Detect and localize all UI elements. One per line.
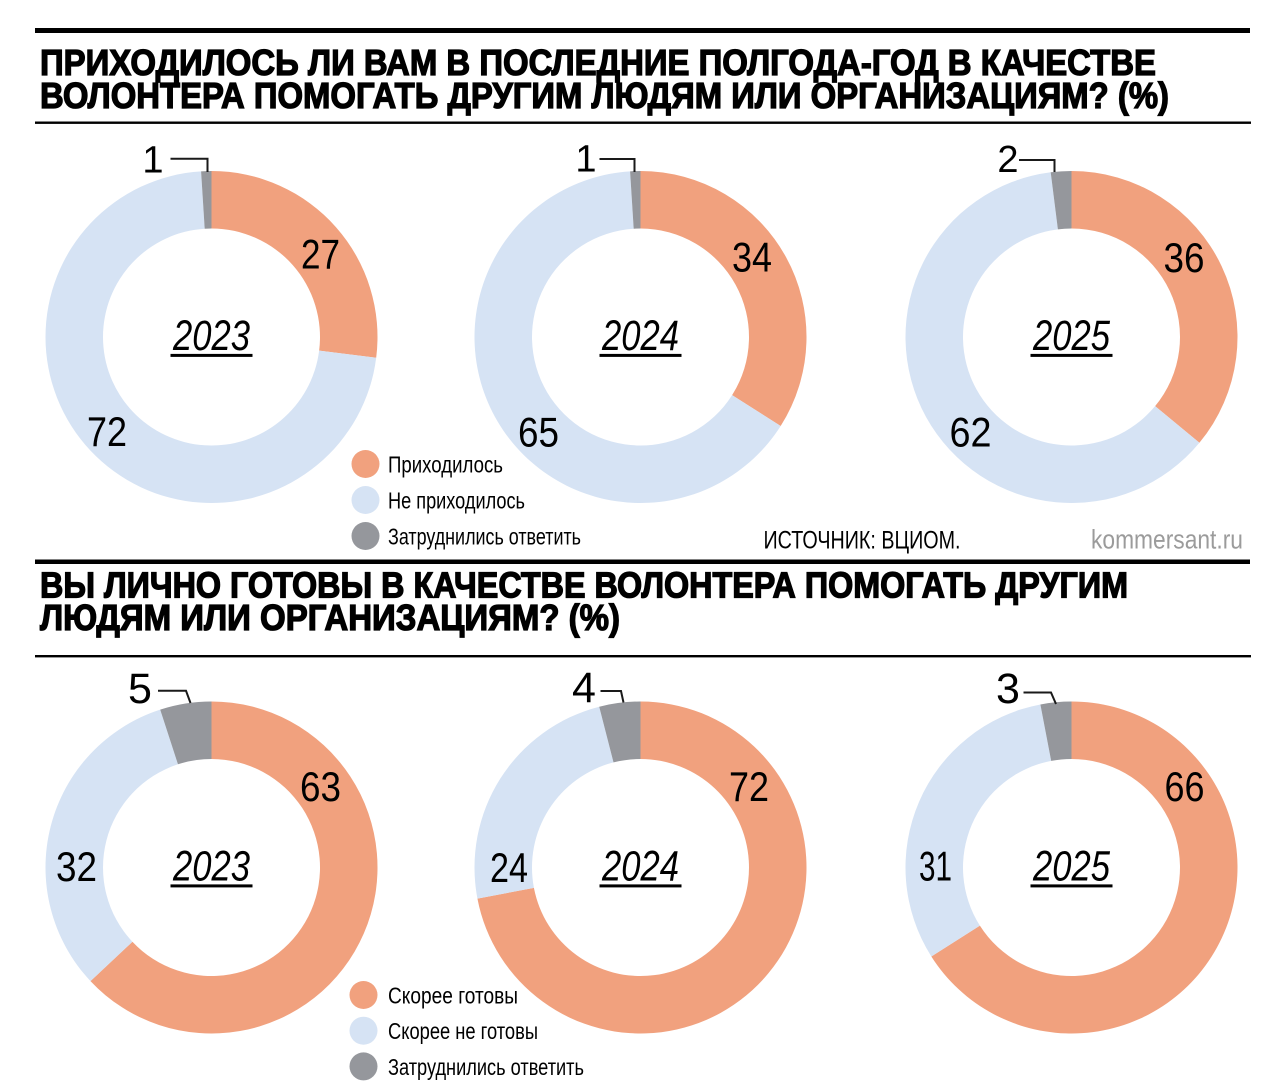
svg-text:ВЫ ЛИЧНО ГОТОВЫ В КАЧЕСТВЕ ВОЛ: ВЫ ЛИЧНО ГОТОВЫ В КАЧЕСТВЕ ВОЛОНТЕРА ПОМ… bbox=[40, 565, 1128, 606]
svg-text:2: 2 bbox=[997, 139, 1018, 181]
svg-text:2024: 2024 bbox=[601, 843, 679, 891]
svg-text:34: 34 bbox=[732, 234, 772, 281]
svg-text:72: 72 bbox=[729, 763, 769, 810]
svg-text:63: 63 bbox=[300, 763, 341, 810]
svg-text:66: 66 bbox=[1165, 763, 1205, 810]
svg-text:Затруднились ответить: Затруднились ответить bbox=[388, 1054, 584, 1080]
svg-text:3: 3 bbox=[996, 665, 1020, 713]
svg-text:Не приходилось: Не приходилось bbox=[388, 488, 525, 514]
svg-text:5: 5 bbox=[128, 665, 152, 713]
svg-text:2025: 2025 bbox=[1032, 312, 1111, 360]
svg-text:65: 65 bbox=[518, 409, 559, 456]
svg-text:1: 1 bbox=[575, 139, 596, 181]
svg-text:2023: 2023 bbox=[172, 312, 250, 360]
svg-text:ПРИХОДИЛОСЬ ЛИ ВАМ В ПОСЛЕДНИЕ: ПРИХОДИЛОСЬ ЛИ ВАМ В ПОСЛЕДНИЕ ПОЛГОДА-Г… bbox=[40, 42, 1156, 83]
svg-text:31: 31 bbox=[919, 843, 952, 890]
svg-text:ИСТОЧНИК: ВЦИОМ.: ИСТОЧНИК: ВЦИОМ. bbox=[764, 527, 961, 555]
svg-text:Приходилось: Приходилось bbox=[388, 452, 503, 478]
svg-text:72: 72 bbox=[87, 408, 127, 455]
svg-text:4: 4 bbox=[572, 664, 596, 712]
svg-text:1: 1 bbox=[142, 140, 163, 182]
svg-text:24: 24 bbox=[490, 844, 528, 891]
svg-text:27: 27 bbox=[301, 231, 340, 278]
svg-text:Скорее не готовы: Скорее не готовы bbox=[388, 1018, 538, 1044]
svg-text:32: 32 bbox=[56, 843, 97, 890]
svg-text:2024: 2024 bbox=[601, 312, 679, 360]
svg-text:36: 36 bbox=[1164, 234, 1205, 281]
svg-text:62: 62 bbox=[950, 409, 992, 456]
svg-text:2025: 2025 bbox=[1032, 843, 1111, 891]
svg-text:kommersant.ru: kommersant.ru bbox=[1091, 524, 1243, 554]
svg-text:Скорее готовы: Скорее готовы bbox=[388, 983, 518, 1009]
svg-text:ЛЮДЯМ ИЛИ ОРГАНИЗАЦИЯМ? (%): ЛЮДЯМ ИЛИ ОРГАНИЗАЦИЯМ? (%) bbox=[40, 597, 620, 638]
svg-text:ВОЛОНТЕРА ПОМОГАТЬ ДРУГИМ ЛЮДЯ: ВОЛОНТЕРА ПОМОГАТЬ ДРУГИМ ЛЮДЯМ ИЛИ ОРГА… bbox=[40, 75, 1169, 116]
svg-text:Затруднились ответить: Затруднились ответить bbox=[388, 524, 581, 550]
svg-text:2023: 2023 bbox=[172, 843, 250, 891]
